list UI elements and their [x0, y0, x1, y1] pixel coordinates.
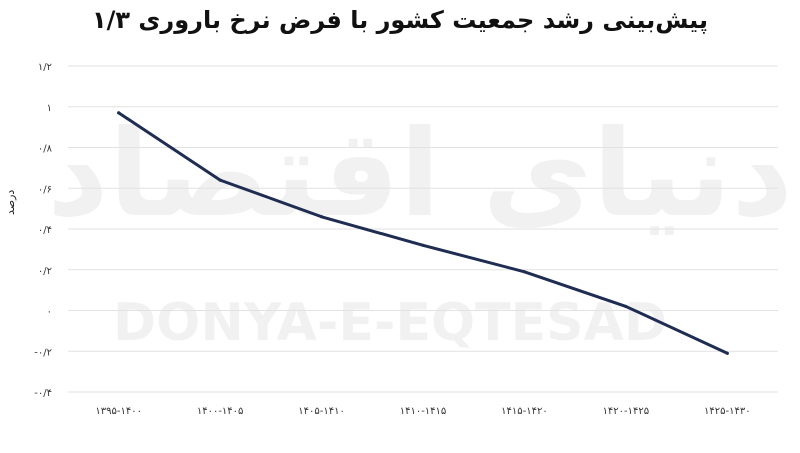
x-tick-label: ۱۴۱۰-۱۴۱۵ — [400, 406, 447, 417]
y-tick-label: -۰/۲ — [34, 347, 52, 358]
x-tick-label: ۱۴۲۰-۱۴۲۵ — [603, 406, 650, 417]
data-point — [117, 111, 121, 115]
watermark-latin: DONYA-E-EQTESAD — [113, 293, 667, 353]
y-tick-label: ۰ — [47, 307, 52, 318]
x-tick-label: ۱۴۰۰-۱۴۰۵ — [197, 406, 244, 417]
data-point — [522, 270, 527, 274]
y-axis-ticks: ۱/۲ ۱ ۰/۸ ۰/۶ ۰/۴ ۰/۲ ۰ -۰/۲ -۰/۴ — [34, 62, 52, 399]
y-tick-label: ۱ — [47, 103, 52, 114]
y-tick-label: ۱/۲ — [38, 62, 52, 73]
data-point — [624, 304, 628, 309]
x-tick-label: ۱۳۹۵-۱۴۰۰ — [95, 406, 142, 417]
x-axis-ticks: ۱۳۹۵-۱۴۰۰ ۱۴۰۰-۱۴۰۵ ۱۴۰۵-۱۴۱۰ ۱۴۱۰-۱۴۱۵ ۱۴۱۵… — [95, 406, 750, 417]
y-tick-label: ۰/۶ — [38, 184, 52, 195]
data-point — [319, 215, 324, 219]
series-layer — [117, 111, 729, 355]
data-point — [725, 351, 729, 355]
x-tick-label: ۱۴۲۵-۱۴۳۰ — [704, 406, 751, 417]
data-point — [218, 178, 222, 182]
gridlines — [68, 65, 778, 393]
watermark-persian-logo: دنیای اقتصاد — [47, 105, 793, 244]
y-tick-label: ۰/۲ — [38, 266, 52, 277]
x-tick-label: ۱۴۰۵-۱۴۱۰ — [298, 406, 345, 417]
y-tick-label: -۰/۴ — [34, 388, 52, 399]
data-point — [421, 243, 425, 247]
watermark: دنیای اقتصاد DONYA-E-EQTESAD — [47, 105, 793, 353]
chart-title: پیش‌بینی رشد جمعیت کشور با فرض نرخ بارور… — [92, 6, 708, 34]
x-tick-label: ۱۴۱۵-۱۴۲۰ — [501, 406, 548, 417]
y-tick-label: ۰/۴ — [38, 225, 52, 236]
y-tick-label: ۰/۸ — [38, 144, 53, 155]
